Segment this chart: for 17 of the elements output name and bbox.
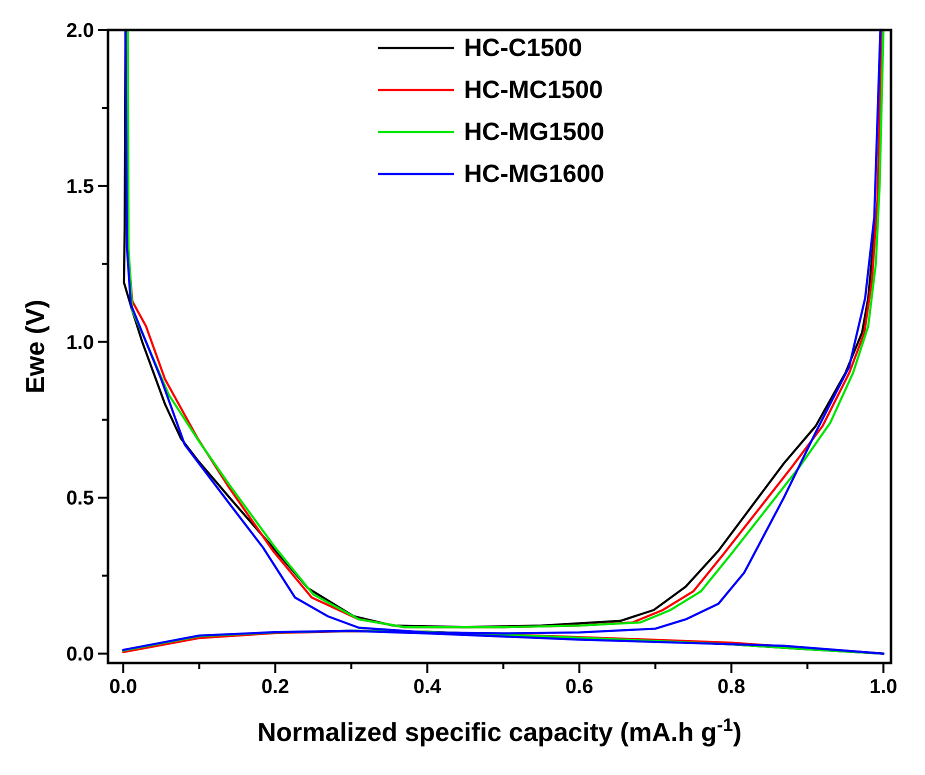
legend-label: HC-C1500	[464, 34, 582, 62]
x-tick-label: 1.0	[869, 676, 898, 698]
x-tick-label: 0.6	[565, 676, 594, 698]
y-tick-label: 1.5	[66, 176, 94, 198]
y-tick-label: 1.0	[66, 332, 94, 354]
y-axis-title: Ewe (V)	[20, 300, 50, 394]
x-tick-label: 0.2	[261, 676, 290, 698]
legend-label: HC-MC1500	[464, 76, 603, 104]
x-axis-title: Normalized specific capacity (mA.h g$^{-1}$)	[257, 715, 742, 747]
y-tick-label: 0.0	[66, 644, 94, 666]
y-tick-label: 0.5	[66, 488, 94, 510]
x-tick-label: 0.0	[109, 676, 138, 698]
legend-label: HC-MG1500	[464, 118, 604, 146]
y-tick-label: 2.0	[66, 20, 94, 42]
legend-label: HC-MG1600	[464, 160, 604, 188]
x-tick-label: 0.8	[717, 676, 746, 698]
x-tick-label: 0.4	[413, 676, 442, 698]
